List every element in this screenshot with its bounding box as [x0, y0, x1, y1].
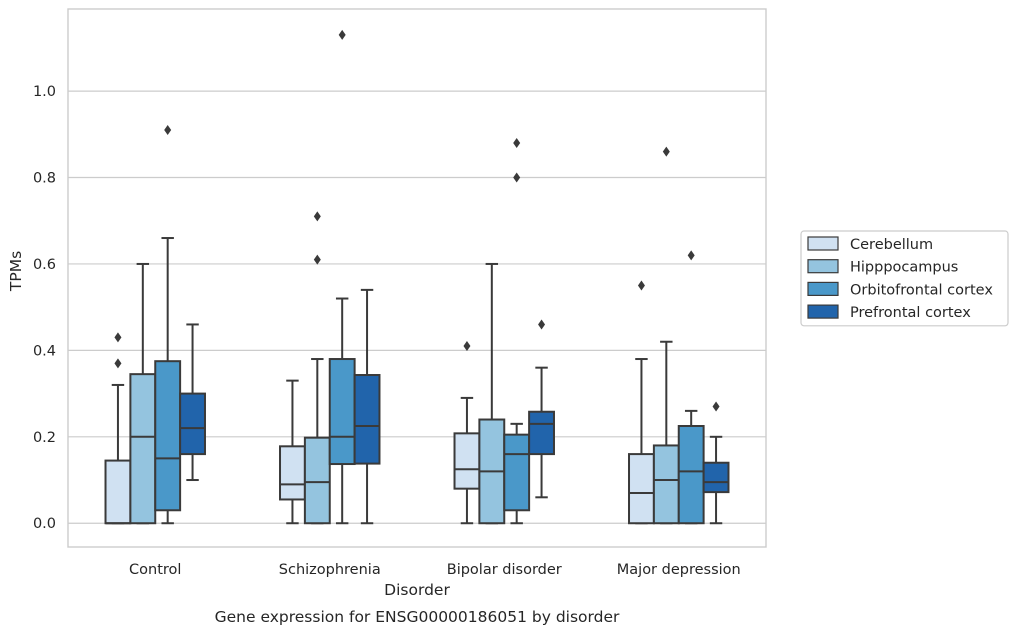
box-prefrontal-cortex [702, 401, 730, 525]
legend-label: Cerebellum [850, 237, 933, 253]
y-tick-labels: 0.0 0.2 0.4 0.6 0.8 1.0 [33, 84, 56, 532]
box-hipppocampus [129, 262, 157, 525]
y-tick-label: 0.4 [33, 343, 56, 359]
box-prefrontal-cortex [179, 323, 206, 482]
legend-swatch [807, 304, 839, 319]
y-tick-label: 0.6 [33, 257, 56, 273]
y-tick-label: 0.2 [33, 430, 56, 446]
iqr-box [652, 444, 680, 525]
iqr-box [353, 374, 381, 465]
y-tick-label: 0.0 [33, 516, 56, 532]
outlier-point [164, 124, 172, 135]
y-tick-label: 0.8 [33, 171, 56, 187]
iqr-box [528, 410, 555, 456]
outlier-point [114, 332, 122, 343]
outlier-point [538, 319, 546, 330]
iqr-box [628, 453, 655, 525]
box-hipppocampus [303, 211, 331, 525]
box-orbitofrontal-cortex [677, 250, 705, 525]
x-axis-title: Disorder [384, 581, 450, 599]
outlier-point [513, 172, 521, 183]
outlier-point [687, 250, 695, 261]
box-orbitofrontal-cortex [328, 29, 356, 525]
box-orbitofrontal-cortex [154, 124, 182, 525]
outlier-point [313, 211, 321, 222]
iqr-box [129, 373, 157, 525]
box-hipppocampus [652, 146, 680, 525]
legend-label: Prefrontal cortex [850, 305, 971, 321]
plot-frame [67, 8, 767, 548]
y-tick-label: 1.0 [33, 84, 56, 100]
box-cerebellum [279, 379, 306, 525]
box-prefrontal-cortex [353, 288, 381, 525]
x-tick-labels: Control Schizophrenia Bipolar disorder Majo… [129, 562, 741, 578]
x-tick-label: Major depression [617, 562, 741, 578]
legend-swatch [807, 281, 839, 296]
box-groups [104, 29, 730, 525]
box-cerebellum [104, 332, 132, 525]
iqr-box [154, 360, 182, 512]
legend-swatch [807, 259, 839, 274]
iqr-box [328, 358, 356, 466]
box-cerebellum [453, 341, 481, 525]
box-hipppocampus [478, 262, 506, 525]
iqr-box [677, 425, 705, 525]
iqr-box [453, 432, 481, 490]
x-tick-label: Bipolar disorder [447, 562, 562, 578]
outlier-point [712, 401, 720, 412]
x-tick-label: Control [129, 562, 181, 578]
iqr-box [179, 392, 206, 456]
box-orbitofrontal-cortex [503, 137, 531, 525]
box-cerebellum [628, 280, 655, 525]
outlier-point [463, 341, 471, 352]
iqr-box [503, 433, 531, 512]
legend-label: Orbitofrontal cortex [850, 282, 993, 298]
chart-caption: Gene expression for ENSG00000186051 by d… [215, 608, 620, 626]
outlier-point [513, 137, 521, 148]
outlier-point [662, 146, 670, 157]
outlier-point [637, 280, 645, 291]
legend: Cerebellum Hipppocampus Orbitofrontal cort… [800, 230, 1009, 327]
legend-label: Hipppocampus [850, 260, 958, 276]
iqr-box [303, 436, 331, 525]
y-axis-title: TPMs [7, 251, 25, 292]
iqr-box [104, 459, 132, 525]
outlier-point [338, 29, 346, 40]
x-tick-label: Schizophrenia [279, 562, 381, 578]
iqr-box [702, 461, 730, 494]
legend-swatch [807, 236, 839, 251]
box-prefrontal-cortex [528, 319, 555, 499]
legend-frame [800, 230, 1009, 327]
outlier-point [313, 254, 321, 265]
iqr-box [279, 445, 306, 501]
outlier-point [114, 358, 122, 369]
